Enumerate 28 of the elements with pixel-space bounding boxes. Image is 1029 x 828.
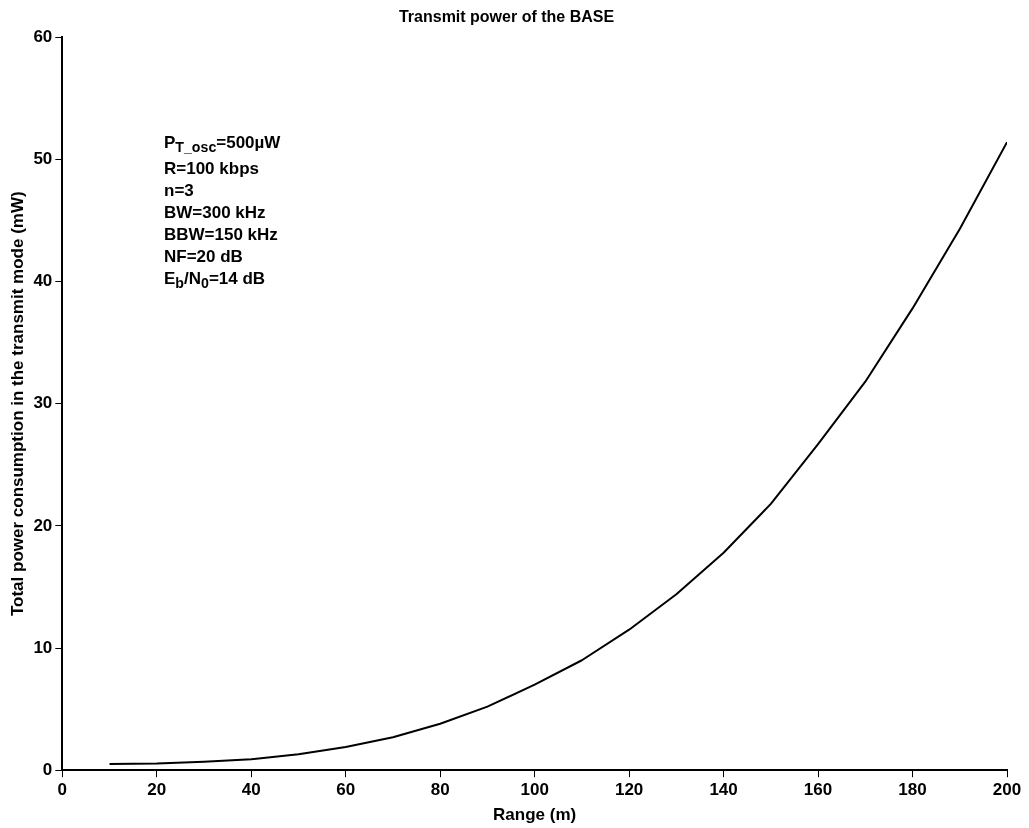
- annotation: E$_{b}$/N$_{0}$=14 dB: [164, 268, 267, 294]
- x-tick-label: 40: [241, 780, 261, 800]
- annotation: NF=20 dB: [164, 246, 244, 269]
- y-tick-label: 0: [42, 759, 53, 779]
- x-tick-label: 200: [992, 780, 1022, 800]
- x-tick-label: 180: [898, 780, 927, 800]
- y-axis-title: Total power consumption in the transmit mode (mW): [7, 191, 27, 617]
- annotation: BW=300 kHz: [164, 202, 267, 225]
- annotation: n=3: [164, 180, 195, 203]
- annotation: BBW=150 kHz: [164, 224, 279, 247]
- x-tick-label: 140: [709, 780, 738, 800]
- x-tick-label: 0: [57, 780, 68, 800]
- x-tick-label: 20: [147, 780, 167, 800]
- y-tick-label: 40: [33, 271, 53, 291]
- x-tick-label: 100: [520, 780, 549, 800]
- y-tick-label: 20: [33, 515, 53, 535]
- x-tick-label: 60: [336, 780, 356, 800]
- x-axis-title: Range (m): [493, 805, 577, 825]
- chart-title: Transmit power of the BASE: [398, 8, 615, 26]
- x-tick-label: 160: [803, 780, 833, 800]
- y-tick-label: 10: [33, 637, 53, 657]
- y-tick-label: 30: [33, 393, 53, 413]
- x-tick-label: 120: [614, 780, 644, 800]
- x-tick-label: 80: [430, 780, 450, 800]
- y-tick-label: 60: [33, 26, 53, 46]
- annotation: R=100 kbps: [164, 158, 260, 181]
- annotation: P$_{T_osc}$=500µW: [164, 132, 281, 158]
- y-tick-label: 50: [33, 149, 53, 169]
